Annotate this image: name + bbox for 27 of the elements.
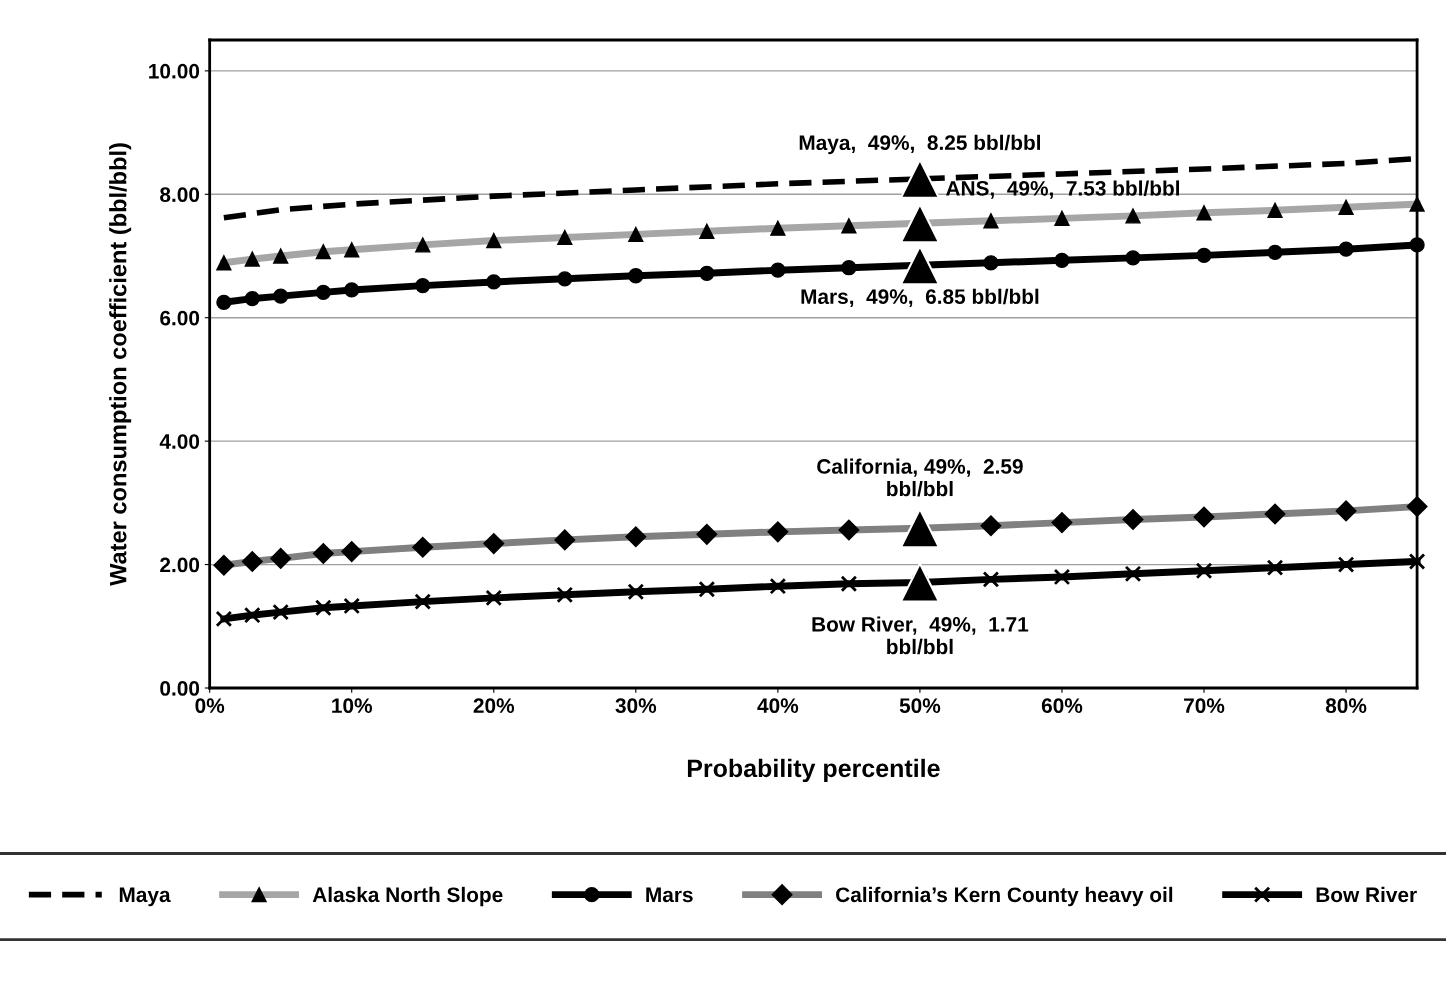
annotation: California, 49%, 2.59 bbl/bbl — [817, 458, 1023, 497]
x-tick-label: 80% — [1325, 698, 1367, 714]
x-axis-title: Probability percentile — [687, 758, 940, 783]
legend-label: Alaska North Slope — [312, 886, 503, 907]
annotation: ANS, 49%, 7.53 bbl/bbl — [946, 180, 1180, 199]
y-tick-label: 2.00 — [160, 557, 200, 573]
x-tick-label: 20% — [473, 698, 515, 714]
y-tick-label: 10.00 — [149, 63, 200, 79]
x-tick-label: 50% — [899, 698, 941, 714]
x-tick-label: 0% — [195, 698, 225, 714]
y-axis-title: Water consumption coefficient (bbl/bbl) — [109, 143, 132, 586]
y-tick-label: 6.00 — [160, 310, 200, 326]
legend-label: California’s Kern County heavy oil — [836, 886, 1173, 907]
x-tick-label: 70% — [1184, 698, 1225, 714]
legend-label: Bow River — [1316, 886, 1417, 903]
legend-label: Mars — [646, 887, 693, 903]
annotation: Maya, 49%, 8.25 bbl/bbl — [799, 134, 1041, 155]
annotation: Bow River, 49%, 1.71 bbl/bbl — [812, 616, 1029, 655]
y-tick-label: 8.00 — [160, 187, 200, 203]
x-tick-label: 30% — [615, 698, 657, 714]
x-tick-label: 40% — [757, 698, 799, 714]
x-tick-label: 60% — [1041, 698, 1083, 714]
y-tick-label: 0.00 — [160, 681, 200, 696]
legend-label: Maya — [119, 887, 171, 907]
annotation: Mars, 49%, 6.85 bbl/bbl — [801, 288, 1039, 308]
y-tick-label: 4.00 — [159, 434, 200, 449]
x-tick-label: 10% — [332, 698, 373, 714]
